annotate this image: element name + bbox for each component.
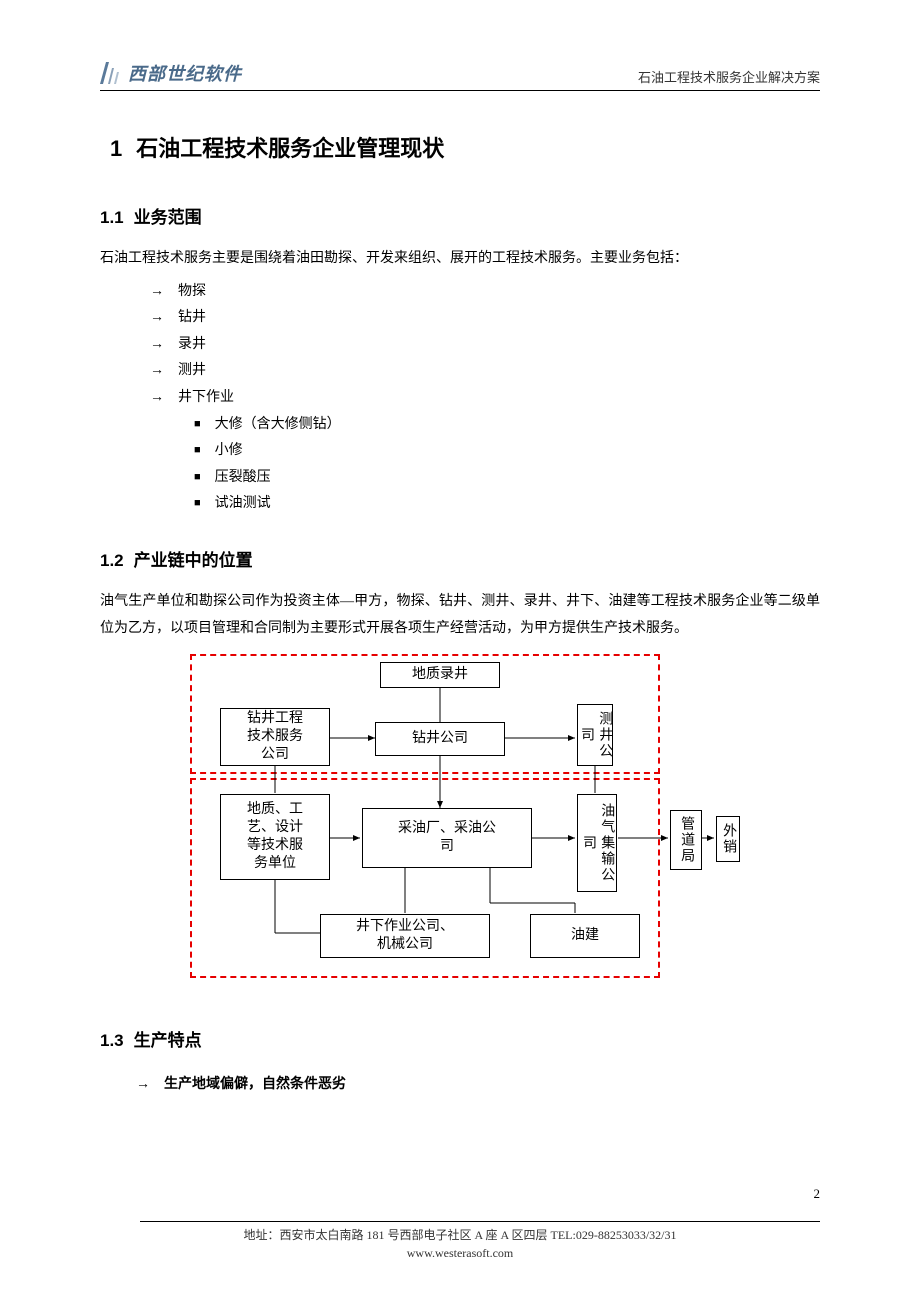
list-item: 压裂酸压 <box>194 465 820 492</box>
list-item: 物探 <box>150 279 820 306</box>
page-footer: 地址：西安市太白南路 181 号西部电子社区 A 座 A 区四层 TEL:029… <box>100 1221 820 1262</box>
heading-1-2: 1.2 产业链中的位置 <box>100 546 820 571</box>
heading-1: 1 石油工程技术服务企业管理现状 <box>110 131 820 163</box>
list-item: 试油测试 <box>194 491 820 518</box>
h2-title: 业务范围 <box>134 208 202 227</box>
node-bot-left: 井下作业公司、 机械公司 <box>320 914 490 958</box>
logo: 西部世纪软件 <box>100 60 242 86</box>
node-left2: 地质、工 艺、设计 等技术服 务单位 <box>220 794 330 880</box>
h2-title: 生产特点 <box>134 1031 202 1050</box>
node-right2b: 管道局 <box>670 810 702 870</box>
node-left1: 钻井工程 技术服务 公司 <box>220 708 330 766</box>
h1-title: 石油工程技术服务企业管理现状 <box>136 136 444 161</box>
node-bot-right: 油建 <box>530 914 640 958</box>
h2-title: 产业链中的位置 <box>134 551 253 570</box>
list-item: 小修 <box>194 438 820 465</box>
sub-business-list: 大修（含大修侧钻） 小修 压裂酸压 试油测试 <box>194 412 820 518</box>
list-item: 大修（含大修侧钻） <box>194 412 820 439</box>
h2-number: 1.2 <box>100 551 124 570</box>
industry-chain-diagram: 地质录井 钻井工程 技术服务 公司 钻井公司 测井公司 地质、工 艺、设计 等技… <box>180 648 740 988</box>
h2-number: 1.1 <box>100 208 124 227</box>
list-item: 录井 <box>150 332 820 359</box>
node-right2c: 外销 <box>716 816 740 862</box>
heading-1-1: 1.1 业务范围 <box>100 203 820 228</box>
node-top: 地质录井 <box>380 662 500 688</box>
h2-number: 1.3 <box>100 1031 124 1050</box>
page-number: 2 <box>814 1186 821 1202</box>
page-header: 西部世纪软件 石油工程技术服务企业解决方案 <box>100 60 820 91</box>
section1-2-para: 油气生产单位和勘探公司作为投资主体—甲方，物探、钻井、测井、录井、井下、油建等工… <box>100 589 820 642</box>
footer-address: 地址：西安市太白南路 181 号西部电子社区 A 座 A 区四层 TEL:029… <box>244 1228 677 1242</box>
list-item: 井下作业 <box>150 385 820 412</box>
production-feature-list: 生产地域偏僻，自然条件恶劣 <box>136 1069 820 1097</box>
heading-1-3: 1.3 生产特点 <box>100 1026 820 1051</box>
section1-1-intro: 石油工程技术服务主要是围绕着油田勘探、开发来组织、展开的工程技术服务。主要业务包… <box>100 246 820 273</box>
node-right2a: 油气集输公司 <box>577 794 617 892</box>
logo-icon <box>100 62 122 84</box>
list-item: 钻井 <box>150 305 820 332</box>
logo-text: 西部世纪软件 <box>128 60 242 86</box>
h1-number: 1 <box>110 136 122 161</box>
business-list: 物探 钻井 录井 测井 井下作业 <box>150 279 820 412</box>
header-doc-title: 石油工程技术服务企业解决方案 <box>638 67 820 86</box>
node-right1: 测井公司 <box>577 704 613 766</box>
list-item: 测井 <box>150 358 820 385</box>
footer-url: www.westerasoft.com <box>407 1246 514 1260</box>
list-item: 生产地域偏僻，自然条件恶劣 <box>136 1069 820 1097</box>
node-mid1: 钻井公司 <box>375 722 505 756</box>
node-mid2: 采油厂、采油公 司 <box>362 808 532 868</box>
